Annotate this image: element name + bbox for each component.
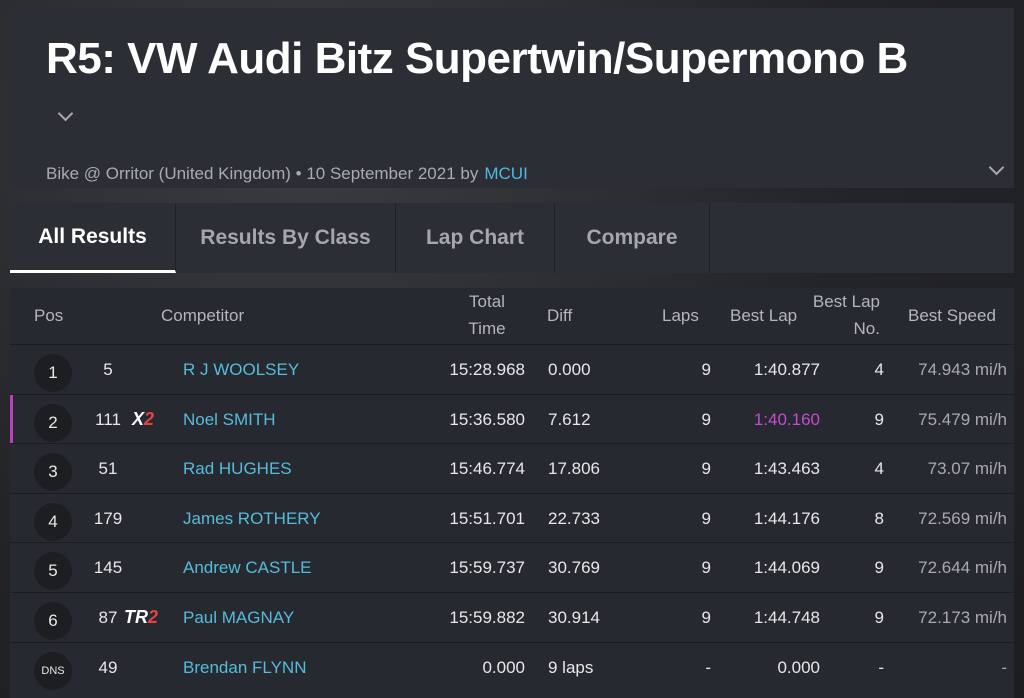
bike-number: 145 [93, 558, 123, 578]
position: 2 [34, 403, 72, 442]
total-time: 15:59.882 [449, 608, 525, 627]
result-row[interactable]: 1 5 R J WOOLSEY 15:28.968 0.000 9 1:40.877 4 74.… [10, 344, 1014, 394]
subtitle: Bike @ Orritor (United Kingdom) • 10 Sep… [46, 164, 479, 183]
best-speed: - [1001, 657, 1007, 677]
title-wrap: R5: VW Audi Bitz Supertwin/Supermono B [46, 30, 916, 146]
position: DNS [34, 651, 72, 690]
subtitle-wrap: Bike @ Orritor (United Kingdom) • 10 Sep… [46, 164, 528, 184]
competitor-name[interactable]: Paul MAGNAY [183, 608, 295, 627]
tab[interactable]: All Results [10, 203, 176, 273]
bike-number: 111 [95, 409, 121, 429]
title: R5: VW Audi Bitz Supertwin/Supermono B [46, 34, 908, 83]
laps: 9 [701, 409, 711, 429]
bike-number: 51 [98, 459, 118, 479]
tab-bar: All Results Results By Class Lap Chart C… [10, 203, 1014, 273]
competitor-name[interactable]: James ROTHERY [183, 508, 321, 528]
competitor-name[interactable]: Rad HUGHES [183, 459, 292, 479]
best-lap: 0.000 [777, 657, 820, 677]
best-lap-no: 9 [874, 608, 884, 627]
total-time: 15:59.737 [449, 558, 525, 578]
diff: 30.914 [548, 608, 600, 627]
best-lap-no: 8 [874, 508, 884, 528]
diff: 0.000 [548, 360, 591, 379]
best-speed: 72.569 mi/h [918, 508, 1007, 528]
competitor-name[interactable]: Andrew CASTLE [183, 558, 312, 578]
diff: 7.612 [548, 409, 591, 429]
bike-number: 179 [93, 508, 123, 528]
result-row[interactable]: 6 87 TR2 Paul MAGNAY 15:59.882 30.914 9 1:44.74… [10, 592, 1014, 642]
tab[interactable]: Lap Chart [396, 203, 555, 273]
laps: 9 [701, 360, 711, 379]
results-table: Pos Competitor Total Time Diff Laps Best… [10, 288, 1014, 698]
best-lap-no: 4 [874, 459, 884, 479]
best-lap-no: 4 [874, 360, 884, 379]
header-panel: R5: VW Audi Bitz Supertwin/Supermono B B… [10, 8, 1014, 188]
best-speed: 75.479 mi/h [918, 409, 1007, 429]
diff: 17.806 [548, 459, 600, 479]
best-lap: 1:40.877 [753, 360, 820, 379]
laps: - [705, 657, 711, 677]
diff: 9 laps [548, 657, 594, 677]
total-time: 0.000 [482, 657, 525, 677]
result-row[interactable]: 4 179 James ROTHERY 15:51.701 22.733 9 1:44.17… [10, 492, 1014, 543]
best-lap: 1:40.160 [753, 409, 820, 429]
competitor-name[interactable]: Noel SMITH [183, 409, 276, 429]
diff: 30.769 [548, 558, 600, 578]
class-badge: X2 [132, 395, 154, 444]
best-lap-no: - [878, 657, 884, 677]
laps: 9 [701, 608, 711, 627]
position: 4 [34, 502, 72, 541]
organizer-link[interactable]: MCUI [484, 164, 528, 183]
best-speed: 73.07 mi/h [927, 459, 1007, 479]
best-speed: 72.173 mi/h [918, 608, 1007, 627]
column-header[interactable]: Laps [662, 306, 699, 325]
expand-chevron[interactable] [988, 159, 1005, 176]
position: 5 [34, 552, 72, 591]
tab[interactable]: Results By Class [176, 203, 396, 273]
laps: 9 [701, 459, 711, 479]
competitor-name[interactable]: Brendan FLYNN [183, 657, 307, 677]
total-time: 15:28.968 [449, 360, 525, 379]
badge-part: 2 [148, 607, 159, 627]
best-lap: 1:43.463 [753, 459, 820, 479]
bike-number: 87 [98, 608, 118, 627]
position: 1 [34, 354, 72, 392]
result-row[interactable]: DNS 49 Brendan FLYNN 0.000 9 laps - 0.000 - - [10, 641, 1014, 692]
column-header[interactable]: Total Time [468, 292, 506, 338]
badge-part: X [132, 408, 145, 429]
class-badge: TR2 [124, 593, 158, 642]
result-row[interactable]: 5 145 Andrew CASTLE 15:59.737 30.769 9 1:44.06… [10, 542, 1014, 592]
laps: 9 [701, 508, 711, 528]
position: 6 [34, 602, 72, 640]
badge-part: 2 [144, 408, 155, 429]
column-header[interactable]: Best Speed [908, 306, 996, 325]
laps: 9 [701, 558, 711, 578]
best-lap: 1:44.748 [753, 608, 820, 627]
column-header[interactable]: Competitor [161, 306, 245, 325]
bike-number: 49 [98, 657, 118, 677]
best-lap: 1:44.176 [753, 508, 820, 528]
best-speed: 74.943 mi/h [918, 360, 1007, 379]
best-lap-no: 9 [874, 558, 884, 578]
best-lap: 1:44.069 [753, 558, 820, 578]
tab[interactable]: Compare [555, 203, 710, 273]
total-time: 15:46.774 [449, 459, 525, 479]
column-header[interactable]: Best Lap [730, 306, 798, 325]
badge-part: TR [124, 607, 148, 627]
position: 3 [34, 453, 72, 492]
result-row[interactable]: 2 111 X2 Noel SMITH 15:36.580 7.612 9 1:40.160 9… [10, 393, 1014, 444]
diff: 22.733 [548, 508, 600, 528]
best-lap-no: 9 [874, 409, 884, 429]
total-time: 15:36.580 [449, 409, 525, 429]
column-header[interactable]: Pos [34, 306, 64, 325]
total-time: 15:51.701 [449, 508, 525, 528]
best-speed: 72.644 mi/h [918, 558, 1007, 578]
result-row[interactable]: 3 51 Rad HUGHES 15:46.774 17.806 9 1:43.463 4 73… [10, 443, 1014, 493]
title-dropdown[interactable] [57, 105, 74, 122]
bike-number: 5 [103, 360, 113, 379]
column-header[interactable]: Diff [547, 306, 573, 325]
column-header[interactable]: Best Lap No. [812, 292, 880, 338]
competitor-name[interactable]: R J WOOLSEY [183, 360, 300, 379]
